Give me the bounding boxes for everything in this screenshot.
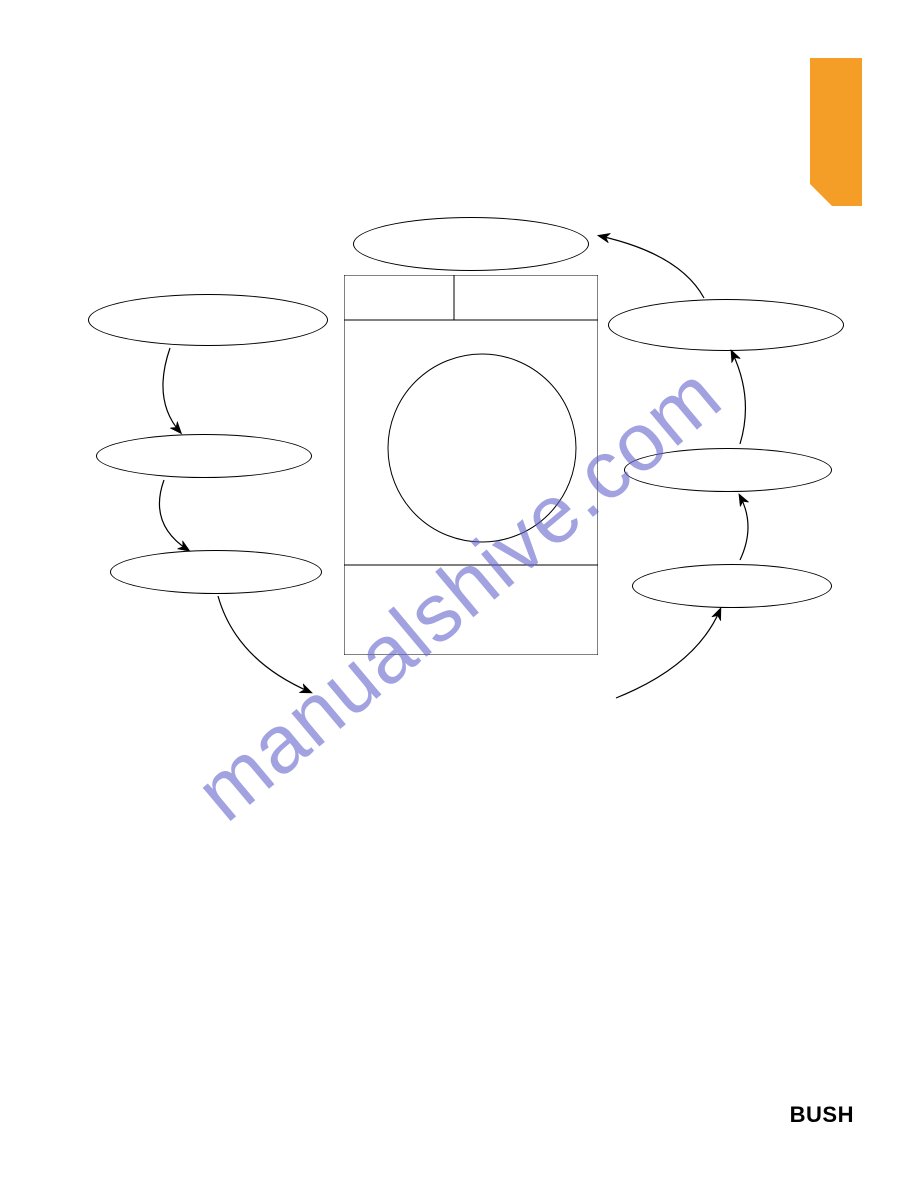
node-right-2 [624,448,832,492]
page-corner-tab [810,58,862,206]
arrow-r1-top [600,236,704,298]
node-right-3 [632,564,832,608]
node-top [353,217,589,271]
arrow-l3-bottom [218,596,310,692]
page-root: manualshive.com BUSH [0,0,918,1188]
arrow-r3-r2 [740,496,748,560]
node-left-1 [88,294,328,346]
arrow-r2-r1 [732,352,745,444]
node-left-2 [96,434,312,478]
cycle-diagram [0,215,918,815]
tab-shape [810,58,862,206]
node-right-1 [608,299,844,351]
brand-logo: BUSH [790,1102,854,1128]
drum-circle [388,354,576,542]
node-left-3 [110,550,322,594]
arrow-bottom-r3 [616,610,720,698]
appliance-body [344,275,598,655]
arrow-l2-l3 [159,480,188,550]
arrow-l1-l2 [163,348,180,432]
appliance-outline [344,275,598,655]
